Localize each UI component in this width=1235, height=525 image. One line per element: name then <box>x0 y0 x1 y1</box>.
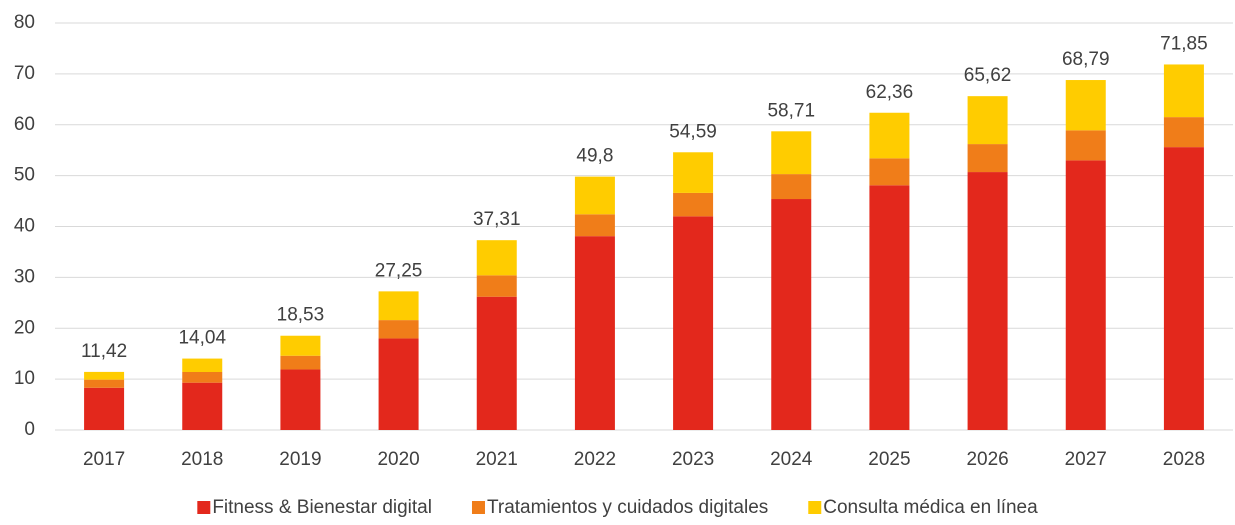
bar-segment <box>771 174 812 200</box>
bar-segment <box>182 358 223 373</box>
y-tick-label: 0 <box>24 419 35 440</box>
bar-segment <box>84 379 125 388</box>
bar-segment <box>967 144 1008 173</box>
total-label: 62,36 <box>866 82 914 103</box>
bar-segment <box>869 112 910 159</box>
bar-segment <box>280 335 321 356</box>
bar-segment <box>1163 147 1204 430</box>
total-label: 11,42 <box>81 341 127 362</box>
total-label: 65,62 <box>964 65 1012 86</box>
bar-segment <box>182 382 223 430</box>
x-tick-label: 2025 <box>868 449 910 470</box>
bar-segment <box>673 192 714 217</box>
total-label: 54,59 <box>669 121 717 142</box>
bar-segment <box>476 240 517 276</box>
bar-segment <box>378 338 419 430</box>
bar-segment <box>476 296 517 430</box>
x-tick-label: 2019 <box>279 449 321 470</box>
bar-segment <box>771 199 812 430</box>
y-tick-label: 40 <box>14 216 35 237</box>
total-label: 18,53 <box>277 305 325 326</box>
legend-label: Fitness & Bienestar digital <box>212 497 432 518</box>
total-label: 49,8 <box>576 146 613 167</box>
x-tick-label: 2024 <box>770 449 813 470</box>
total-label: 68,79 <box>1062 49 1110 70</box>
bar-segment <box>771 131 812 175</box>
x-tick-label: 2022 <box>574 449 616 470</box>
bar-segment <box>84 371 125 380</box>
total-label: 58,71 <box>767 100 815 121</box>
bar-segment <box>869 185 910 430</box>
bar-segment <box>84 387 125 430</box>
legend-swatch <box>197 501 211 514</box>
bar-segment <box>574 236 615 430</box>
total-label: 27,25 <box>375 260 423 281</box>
y-tick-label: 80 <box>14 12 35 33</box>
y-tick-label: 50 <box>14 165 35 186</box>
y-tick-label: 30 <box>14 266 35 287</box>
bar-segment <box>869 158 910 186</box>
bar-segment <box>476 275 517 297</box>
bar-segment <box>378 320 419 339</box>
bar-segment <box>1065 80 1106 131</box>
bar-segment <box>673 216 714 430</box>
total-label: 37,31 <box>473 209 521 230</box>
x-tick-label: 2027 <box>1065 449 1107 470</box>
bar-segment <box>574 214 615 237</box>
legend-label: Tratamientos y cuidados digitales <box>487 497 768 518</box>
y-tick-label: 60 <box>14 114 35 135</box>
x-tick-label: 2023 <box>672 449 714 470</box>
bar-segment <box>378 291 419 321</box>
legend-swatch <box>808 501 822 514</box>
bar-segment <box>673 152 714 193</box>
x-tick-label: 2028 <box>1163 449 1205 470</box>
y-tick-label: 70 <box>14 63 35 84</box>
bar-segment <box>1163 117 1204 148</box>
bar-segment <box>182 372 223 383</box>
bar-segment <box>280 369 321 430</box>
x-tick-label: 2026 <box>966 449 1008 470</box>
legend-label: Consulta médica en línea <box>823 497 1038 518</box>
x-tick-label: 2020 <box>377 449 419 470</box>
total-label: 14,04 <box>178 328 226 349</box>
bar-segment <box>1065 130 1106 161</box>
x-tick-label: 2021 <box>476 449 518 470</box>
total-label: 71,85 <box>1160 33 1208 54</box>
y-tick-label: 10 <box>14 368 35 389</box>
x-tick-label: 2017 <box>83 449 125 470</box>
bar-segment <box>1065 160 1106 431</box>
bar-segment <box>967 96 1008 145</box>
bar-segment <box>967 172 1008 430</box>
bar-segment <box>574 176 615 215</box>
bar-segment <box>1163 64 1204 118</box>
bar-segment <box>280 355 321 370</box>
x-tick-label: 2018 <box>181 449 223 470</box>
y-tick-label: 20 <box>14 317 35 338</box>
legend-swatch <box>471 501 485 514</box>
